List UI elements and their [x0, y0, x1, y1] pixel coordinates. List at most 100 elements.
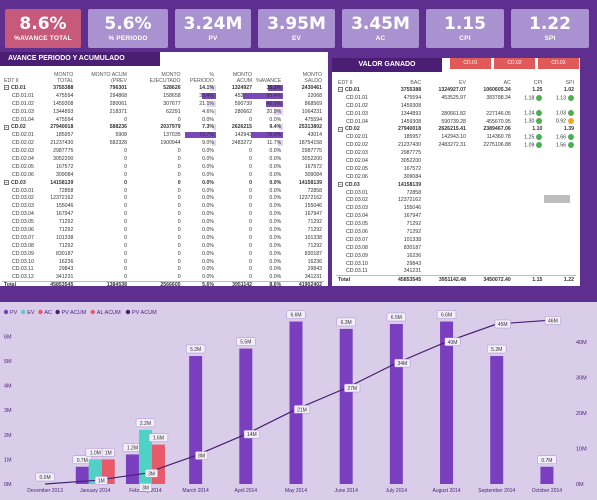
table-row[interactable]: CD.03.09 830187 0 0 0.0% 0 0.0% 830187 — [2, 250, 324, 258]
column-header[interactable]: MONTO TOTAL — [54, 72, 74, 84]
pv-bar[interactable] — [389, 324, 403, 484]
column-header[interactable]: MONTO ACUM — [232, 72, 253, 84]
table-row[interactable]: CD.03.06 71292 — [336, 228, 576, 236]
table-row[interactable]: CD.01.04 475594 0 0 0.0% 0 0.0% 475594 — [2, 116, 324, 124]
table-row[interactable]: CD.02.05 167572 — [336, 165, 576, 173]
table-row[interactable]: CD.03.01 72858 — [336, 189, 576, 197]
table-row[interactable]: CD.01.03 1344893 218371 62291 4.6% 280662 20.9… — [2, 108, 324, 116]
tab-cd-01[interactable]: CD.01 — [450, 58, 491, 69]
x-tick-label: June 2014 — [335, 488, 359, 494]
column-header[interactable]: EDT II — [4, 78, 19, 84]
expand-icon[interactable]: − — [4, 85, 9, 91]
column-header[interactable]: EDT II — [338, 80, 353, 86]
pv-bar[interactable] — [239, 348, 253, 484]
pv-bar[interactable] — [125, 454, 139, 484]
table-row[interactable]: CD.01.02 1459308 — [336, 102, 576, 110]
table-row[interactable]: − CD.01 3755388 796301 528626 14.1% 1324927 35.… — [2, 84, 324, 92]
ac-bar[interactable] — [151, 444, 165, 484]
table-row[interactable]: Total 45853545 1384538 2566605 5.6% 3951142 8.… — [2, 280, 324, 290]
column-header[interactable]: EV — [459, 80, 466, 86]
table-row[interactable]: − CD.03 14158139 — [336, 181, 576, 189]
table-row[interactable]: CD.03.05 71292 — [336, 220, 576, 228]
kpi-card-cpi[interactable]: 1.15 CPI — [426, 9, 504, 48]
table-row[interactable]: CD.02.02 21237430 2483272.31 2275106.88 1.09… — [336, 141, 576, 149]
column-header[interactable]: % PERIODO — [190, 72, 214, 84]
column-header[interactable]: %AVANCE — [256, 78, 282, 84]
table-row[interactable]: CD.02.04 3052200 — [336, 157, 576, 165]
table-row[interactable]: CD.03.02 12372162 — [336, 196, 576, 204]
table-row[interactable]: CD.03.02 12372162 0 0 0.0% 0 0.0% 12372162 — [2, 194, 324, 202]
table-row[interactable]: − CD.01 3755388 1324927.07 1060605.34 1.25 1.0… — [336, 86, 576, 94]
tab-cd-02[interactable]: CD.02 — [494, 58, 535, 69]
kpi-card-ev[interactable]: 3.95M EV — [258, 9, 335, 48]
table-row[interactable]: CD.02.01 185957 5908 137035 73.7% 142943 76.9%… — [2, 131, 324, 139]
table-row[interactable]: CD.02.03 2987775 — [336, 149, 576, 157]
expand-icon[interactable]: − — [338, 181, 343, 187]
table-row[interactable]: CD.02.01 185957 142943.10 114360.78 1.25 1.66 — [336, 133, 576, 141]
table-row[interactable]: CD.03.12 341231 0 0 0.0% 0 0.0% 341231 — [2, 273, 324, 281]
table-row[interactable]: CD.02.06 309084 0 0 0.0% 0 0.0% 309084 — [2, 171, 324, 179]
table-row[interactable]: CD.03.10 29843 — [336, 260, 576, 268]
table-row[interactable]: CD.01.0147559429486815865833.4%45352695.… — [2, 92, 324, 100]
table-row[interactable]: CD.03.09 16236 — [336, 252, 576, 260]
table-row[interactable]: − CD.02 27940018 588236 2037979 7.3% 2626215 9.… — [2, 123, 324, 131]
column-header[interactable]: SPI — [565, 80, 574, 86]
table-row[interactable]: CD.01.04 1459308 590739.28 455670.95 1.30 0.9… — [336, 118, 576, 126]
table-row[interactable]: CD.03.04 167947 0 0 0.0% 0 0.0% 167947 — [2, 210, 324, 218]
legend-label[interactable]: EV — [27, 310, 35, 316]
column-header[interactable]: MONTO ACUM (PREV — [91, 72, 127, 84]
legend-label[interactable]: AL ACUM — [97, 310, 121, 316]
scrollbar-thumb[interactable] — [544, 195, 570, 203]
pv-bar[interactable] — [189, 356, 203, 484]
table-row[interactable]: CD.01.03 1344893 280661.82 227146.05 1.24 1.0… — [336, 110, 576, 118]
legend-label[interactable]: PV — [10, 310, 18, 316]
table-row[interactable]: CD.03.11 341231 — [336, 267, 576, 275]
pv-bar[interactable] — [339, 328, 353, 484]
table-row[interactable]: CD.03.04 167947 — [336, 212, 576, 220]
kpi-card--periodo[interactable]: 5.6%% PERIODO — [88, 9, 168, 48]
pv-bar[interactable] — [490, 356, 504, 484]
table-row[interactable]: CD.03.06 71292 0 0 0.0% 0 0.0% 71292 — [2, 226, 324, 234]
table-row[interactable]: − CD.02 27940018 2626215.41 2389467.06 1.10 1.… — [336, 125, 576, 133]
column-header[interactable]: MONTO EJECUTADO — [149, 72, 181, 84]
table-row[interactable]: CD.01.01 475594 453525.97 383788.34 1.18 1.13 — [336, 94, 576, 102]
expand-icon[interactable]: − — [4, 124, 9, 130]
table-row[interactable]: CD.02.06 309084 — [336, 173, 576, 181]
table-row[interactable]: CD.03.08 830187 — [336, 244, 576, 252]
kpi-card-ac[interactable]: 3.45M AC — [342, 9, 419, 48]
expand-icon[interactable]: − — [4, 179, 9, 185]
table-row[interactable]: Total 45853545 3951142.48 3450072.40 1.15 1.2… — [336, 274, 576, 284]
table-row[interactable]: CD.03.05 71292 0 0 0.0% 0 0.0% 71292 — [2, 218, 324, 226]
table-row[interactable]: CD.03.11 29843 0 0 0.0% 0 0.0% 29843 — [2, 265, 324, 273]
pv-bar[interactable] — [289, 321, 303, 484]
table-row[interactable]: CD.03.08 71292 0 0 0.0% 0 0.0% 71292 — [2, 242, 324, 250]
kpi-card-pv[interactable]: 3.24M PV — [175, 9, 251, 48]
table-row[interactable]: CD.02.02 21237430 582328 1900944 9.0% 2483272… — [2, 139, 324, 147]
table-row[interactable]: CD.02.04 3052200 0 0 0.0% 0 0.0% 3052200 — [2, 155, 324, 163]
table-row[interactable]: CD.02.05 167572 0 0 0.0% 0 0.0% 167572 — [2, 163, 324, 171]
table-row[interactable]: CD.03.07 101338 — [336, 236, 576, 244]
pv-bar[interactable] — [440, 321, 454, 484]
column-header[interactable]: MONTO SALDO — [302, 72, 322, 84]
table-row[interactable]: − CD.03 14158139 0 0 0.0% 0 0.0% 14158139 — [2, 179, 324, 187]
pv-bar[interactable] — [75, 466, 89, 484]
table-row[interactable]: CD.03.07 101338 0 0 0.0% 0 0.0% 101338 — [2, 234, 324, 242]
kpi-card--avance-total[interactable]: 8.6% %AVANCE TOTAL — [5, 9, 81, 48]
table-row[interactable]: CD.03.10 16236 0 0 0.0% 0 0.0% 16236 — [2, 258, 324, 266]
legend-label[interactable]: PV ACUM — [62, 310, 87, 316]
kpi-card-spi[interactable]: 1.22 SPI — [511, 9, 589, 48]
pv-bar[interactable] — [540, 466, 554, 484]
table-row[interactable]: CD.03.01 72858 0 0 0.0% 0 0.0% 72858 — [2, 187, 324, 195]
legend-label[interactable]: AC — [44, 310, 52, 316]
table-row[interactable]: CD.01.02 1459308 280061 307677 21.1% 590739 40… — [2, 100, 324, 108]
table-row[interactable]: CD.03.03 155046 0 0 0.0% 0 0.0% 155046 — [2, 202, 324, 210]
column-header[interactable]: CPI — [533, 80, 543, 86]
column-header[interactable]: AC — [503, 80, 511, 86]
expand-icon[interactable]: − — [338, 87, 343, 93]
expand-icon[interactable]: − — [338, 126, 343, 132]
table-row[interactable]: CD.03.03 155046 — [336, 204, 576, 212]
tab-cd-03[interactable]: CD.03 — [538, 58, 579, 69]
legend-label[interactable]: PV ACUM — [132, 310, 157, 316]
column-header[interactable]: BAC — [410, 80, 422, 86]
table-row[interactable]: CD.02.03 2987775 0 0 0.0% 0 0.0% 2987775 — [2, 147, 324, 155]
